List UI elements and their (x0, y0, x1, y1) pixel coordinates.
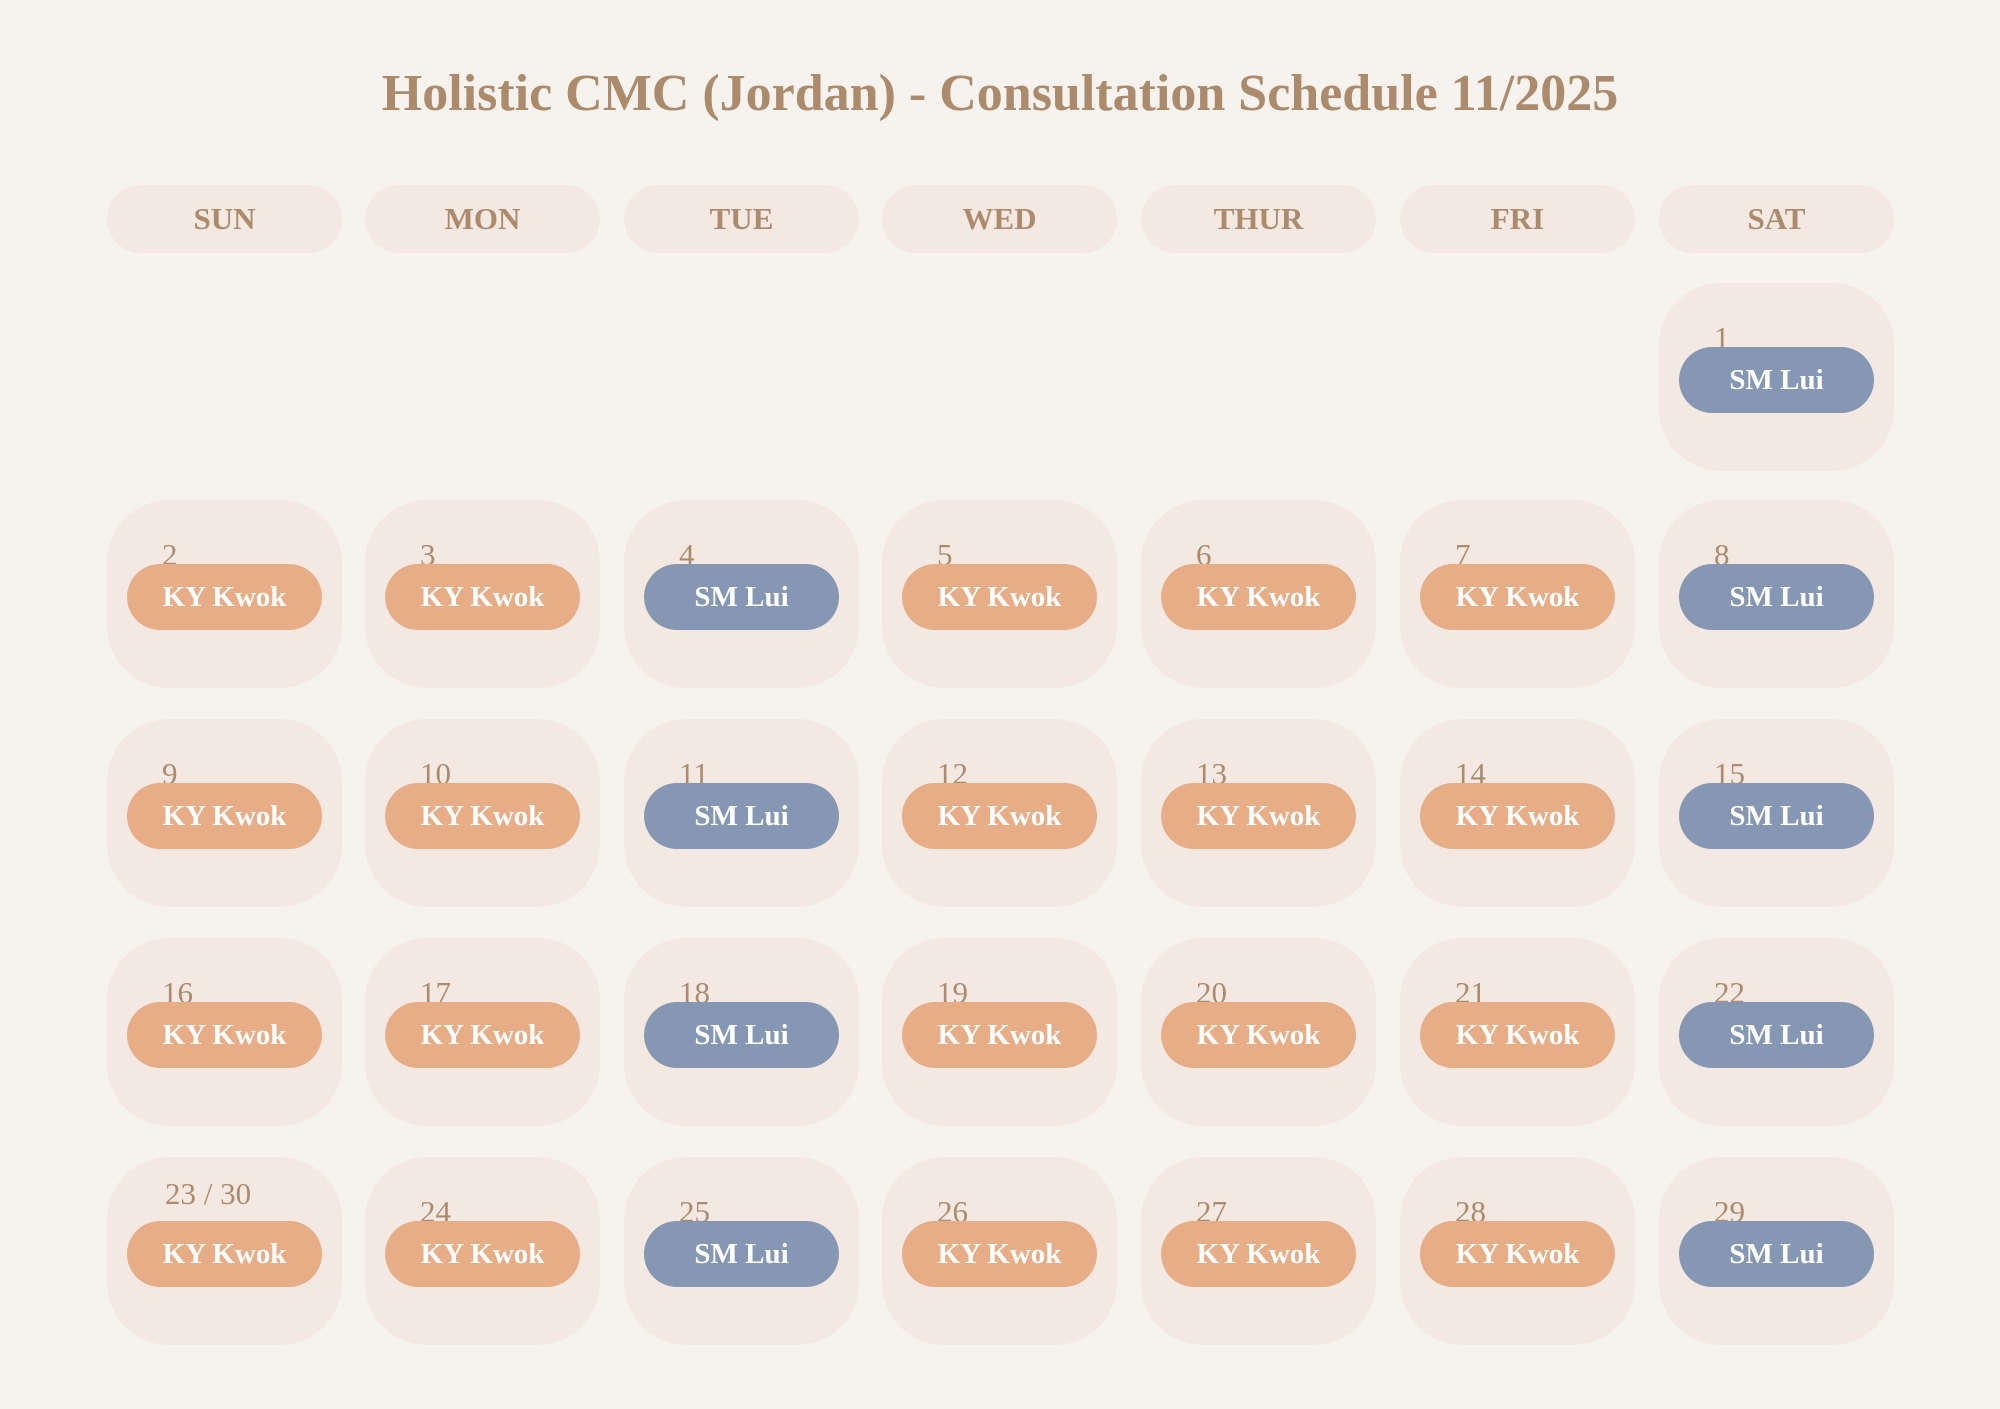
doctor-badge[interactable]: KY Kwok (902, 783, 1097, 849)
day-header-sat: SAT (1659, 185, 1894, 253)
day-header-thur: THUR (1141, 185, 1376, 253)
day-cell[interactable]: 20 KY Kwok (1141, 938, 1376, 1126)
day-cell[interactable]: 4 SM Lui (624, 500, 859, 688)
doctor-badge[interactable]: KY Kwok (1161, 564, 1356, 630)
doctor-badge[interactable]: KY Kwok (1420, 564, 1615, 630)
doctor-badge[interactable]: KY Kwok (902, 1221, 1097, 1287)
doctor-badge[interactable]: KY Kwok (1420, 783, 1615, 849)
doctor-badge[interactable]: KY Kwok (902, 564, 1097, 630)
day-cell[interactable]: 16 KY Kwok (107, 938, 342, 1126)
day-header-tue: TUE (624, 185, 859, 253)
doctor-badge[interactable]: KY Kwok (1420, 1002, 1615, 1068)
doctor-badge[interactable]: SM Lui (1679, 1002, 1874, 1068)
doctor-badge[interactable]: KY Kwok (1161, 1002, 1356, 1068)
day-number: 2 (162, 537, 178, 572)
empty-day-cell (1141, 283, 1376, 471)
doctor-badge[interactable]: SM Lui (1679, 347, 1874, 413)
doctor-badge[interactable]: SM Lui (1679, 783, 1874, 849)
day-cell[interactable]: 28 KY Kwok (1400, 1157, 1635, 1345)
day-number: 4 (679, 537, 695, 572)
doctor-badge[interactable]: KY Kwok (1161, 783, 1356, 849)
day-cell[interactable]: 27 KY Kwok (1141, 1157, 1376, 1345)
day-cell[interactable]: 17 KY Kwok (365, 938, 600, 1126)
day-header-sun: SUN (107, 185, 342, 253)
empty-day-cell (882, 283, 1117, 471)
day-cell[interactable]: 8 SM Lui (1659, 500, 1894, 688)
day-cell[interactable]: 21 KY Kwok (1400, 938, 1635, 1126)
doctor-badge[interactable]: KY Kwok (385, 1221, 580, 1287)
day-cell[interactable]: 10 KY Kwok (365, 719, 600, 907)
day-cell[interactable]: 24 KY Kwok (365, 1157, 600, 1345)
doctor-badge[interactable]: KY Kwok (127, 783, 322, 849)
day-cell[interactable]: 23 / 30 KY Kwok (107, 1157, 342, 1345)
doctor-badge[interactable]: KY Kwok (1420, 1221, 1615, 1287)
day-cell[interactable]: 2 KY Kwok (107, 500, 342, 688)
doctor-badge[interactable]: SM Lui (644, 564, 839, 630)
day-cell[interactable]: 9 KY Kwok (107, 719, 342, 907)
day-cell[interactable]: 11 SM Lui (624, 719, 859, 907)
doctor-badge[interactable]: SM Lui (644, 783, 839, 849)
day-cell[interactable]: 6 KY Kwok (1141, 500, 1376, 688)
day-cell[interactable]: 1 SM Lui (1659, 283, 1894, 471)
day-number: 6 (1196, 537, 1212, 572)
doctor-badge[interactable]: KY Kwok (902, 1002, 1097, 1068)
empty-day-cell (107, 283, 342, 471)
empty-day-cell (1400, 283, 1635, 471)
day-number: 5 (937, 537, 953, 572)
page-title: Holistic CMC (Jordan) - Consultation Sch… (381, 65, 1619, 122)
doctor-badge[interactable]: KY Kwok (127, 564, 322, 630)
empty-day-cell (624, 283, 859, 471)
day-number: 9 (162, 756, 178, 791)
doctor-badge[interactable]: KY Kwok (127, 1221, 322, 1287)
doctor-badge[interactable]: KY Kwok (1161, 1221, 1356, 1287)
doctor-badge[interactable]: SM Lui (644, 1002, 839, 1068)
day-number: 8 (1714, 537, 1730, 572)
day-cell[interactable]: 5 KY Kwok (882, 500, 1117, 688)
day-cell[interactable]: 26 KY Kwok (882, 1157, 1117, 1345)
day-cell[interactable]: 25 SM Lui (624, 1157, 859, 1345)
doctor-badge[interactable]: SM Lui (1679, 564, 1874, 630)
empty-day-cell (365, 283, 600, 471)
doctor-badge[interactable]: KY Kwok (127, 1002, 322, 1068)
day-cell[interactable]: 12 KY Kwok (882, 719, 1117, 907)
day-number: 3 (420, 537, 436, 572)
day-cell[interactable]: 7 KY Kwok (1400, 500, 1635, 688)
day-cell[interactable]: 18 SM Lui (624, 938, 859, 1126)
day-number: 23 / 30 (165, 1176, 252, 1211)
day-header-wed: WED (882, 185, 1117, 253)
day-number: 7 (1455, 537, 1471, 572)
day-number: 1 (1714, 320, 1730, 355)
doctor-badge[interactable]: KY Kwok (385, 783, 580, 849)
doctor-badge[interactable]: SM Lui (1679, 1221, 1874, 1287)
day-cell[interactable]: 13 KY Kwok (1141, 719, 1376, 907)
day-header-mon: MON (365, 185, 600, 253)
day-cell[interactable]: 22 SM Lui (1659, 938, 1894, 1126)
day-cell[interactable]: 19 KY Kwok (882, 938, 1117, 1126)
day-header-fri: FRI (1400, 185, 1635, 253)
doctor-badge[interactable]: SM Lui (644, 1221, 839, 1287)
doctor-badge[interactable]: KY Kwok (385, 564, 580, 630)
day-cell[interactable]: 3 KY Kwok (365, 500, 600, 688)
day-cell[interactable]: 14 KY Kwok (1400, 719, 1635, 907)
doctor-badge[interactable]: KY Kwok (385, 1002, 580, 1068)
day-cell[interactable]: 29 SM Lui (1659, 1157, 1894, 1345)
day-cell[interactable]: 15 SM Lui (1659, 719, 1894, 907)
